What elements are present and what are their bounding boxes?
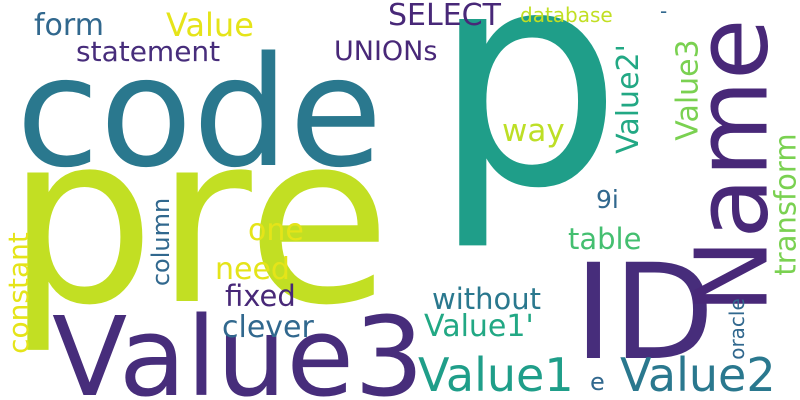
word-p: p <box>432 0 623 254</box>
word-clever: clever <box>222 310 314 345</box>
word-database: database <box>520 3 613 27</box>
word-value3-large: Value3 <box>52 293 425 400</box>
word-value: Value <box>166 6 254 44</box>
word-value2-quote: Value2' <box>610 44 646 154</box>
word-value2: Value2 <box>620 348 776 400</box>
word-fixed: fixed <box>225 279 296 313</box>
word-unions: UNIONs <box>334 36 438 67</box>
word-value1-quote: Value1' <box>424 309 534 344</box>
word-id: ID <box>574 236 715 390</box>
word-one: one <box>248 213 304 248</box>
word-constant: constant <box>1 232 35 354</box>
word-statement: statement <box>76 35 221 68</box>
word-way: way <box>502 113 565 149</box>
word-transform: transform <box>768 133 800 276</box>
word-value1: Value1 <box>418 348 574 400</box>
word-without: without <box>432 282 542 316</box>
word-pre: pre <box>6 84 392 357</box>
word-table: table <box>568 222 642 256</box>
word-value3-vertical: Value3 <box>670 39 706 141</box>
word-column: column <box>147 197 176 287</box>
word-select: SELECT <box>388 0 501 33</box>
word-9i: 9i <box>596 185 619 214</box>
word-code: code <box>16 24 383 201</box>
word-oracle: oracle <box>724 298 749 360</box>
word-need: need <box>215 252 290 287</box>
word-dash: - <box>660 0 668 23</box>
word-e: e <box>590 368 605 396</box>
word-form: form <box>34 8 104 43</box>
